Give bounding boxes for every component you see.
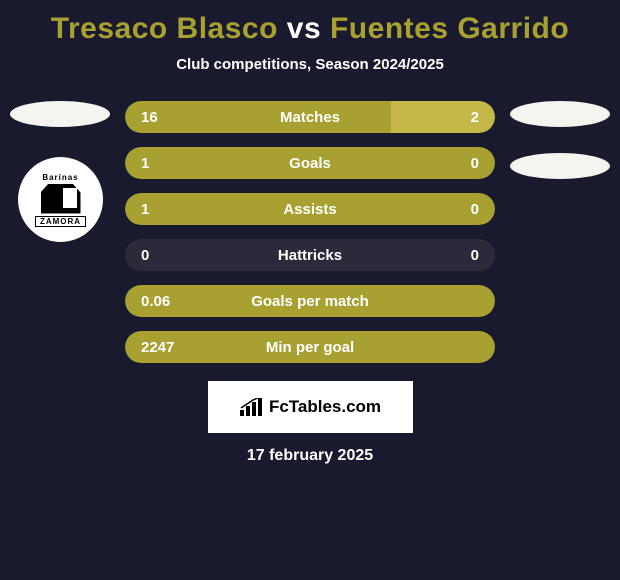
- stat-label: Min per goal: [125, 339, 495, 356]
- decor-ellipse-right-2: [510, 153, 610, 179]
- title-player2: Fuentes Garrido: [330, 12, 569, 45]
- badge-bottom-text: ZAMORA: [35, 216, 86, 227]
- branding-text: FcTables.com: [269, 397, 381, 417]
- stat-row: 2247Min per goal: [125, 331, 495, 363]
- page-title: Tresaco Blasco vs Fuentes Garrido: [0, 0, 620, 46]
- stat-row: 162Matches: [125, 101, 495, 133]
- club-badge-inner: Barinas ZAMORA: [28, 167, 93, 232]
- decor-ellipse-right-1: [510, 101, 610, 127]
- stat-label: Matches: [125, 109, 495, 126]
- date-text: 17 february 2025: [0, 447, 620, 465]
- branding-chart-icon: [239, 398, 263, 416]
- stat-row: 10Assists: [125, 193, 495, 225]
- stat-label: Goals per match: [125, 293, 495, 310]
- comparison-content: Barinas ZAMORA 162Matches 10Goals 10Assist…: [0, 101, 620, 363]
- stat-row: 10Goals: [125, 147, 495, 179]
- stat-label: Hattricks: [125, 247, 495, 264]
- stat-row: 0.06Goals per match: [125, 285, 495, 317]
- decor-ellipse-left: [10, 101, 110, 127]
- club-badge: Barinas ZAMORA: [18, 157, 103, 242]
- badge-shield-icon: [41, 184, 81, 214]
- stat-bars: 162Matches 10Goals 10Assists 00Hattricks 0.0…: [125, 101, 495, 363]
- title-vs: vs: [287, 12, 321, 45]
- branding-box: FcTables.com: [208, 381, 413, 433]
- badge-top-text: Barinas: [42, 173, 78, 182]
- subtitle: Club competitions, Season 2024/2025: [0, 56, 620, 73]
- stat-label: Goals: [125, 155, 495, 172]
- stat-label: Assists: [125, 201, 495, 218]
- stat-row: 00Hattricks: [125, 239, 495, 271]
- title-player1: Tresaco Blasco: [51, 12, 278, 45]
